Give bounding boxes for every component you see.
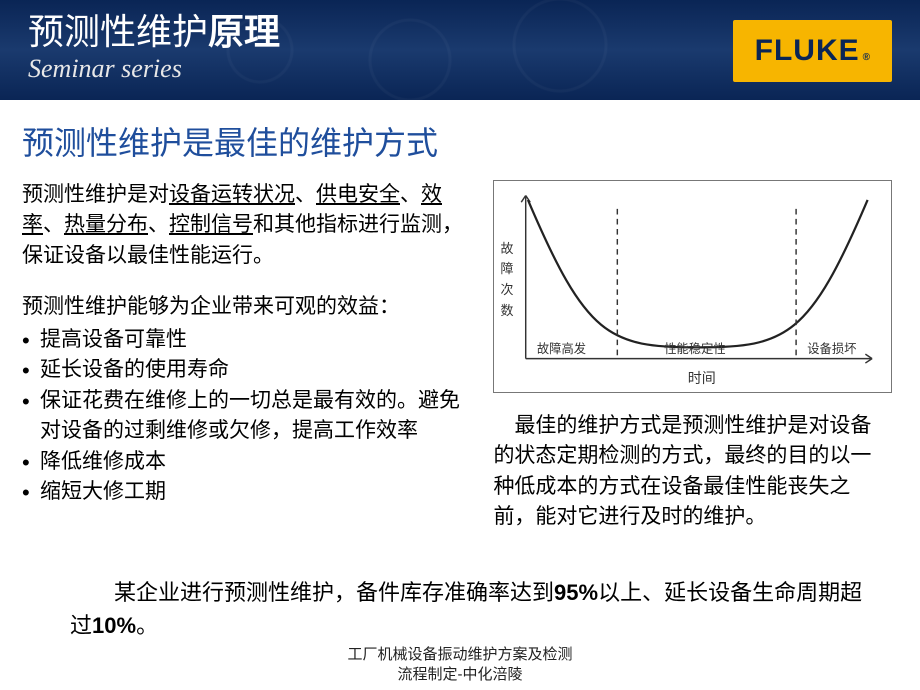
list-item: 保证花费在维修上的一切总是最有效的。避免对设备的过剩维修或欠修，提高工作效率: [22, 386, 471, 447]
header-title-block: 预测性维护原理 Seminar series: [28, 12, 280, 84]
slide-header: 预测性维护原理 Seminar series FLUKE ®: [0, 0, 920, 100]
brand-logo: FLUKE ®: [733, 20, 892, 82]
list-item: 缩短大修工期: [22, 477, 471, 507]
bathtub-curve-path: [528, 200, 868, 347]
slide-title: 预测性维护是最佳的维护方式: [22, 118, 892, 164]
intro-paragraph: 预测性维护是对设备运转状况、供电安全、效率、热量分布、控制信号和其他指标进行监测…: [22, 180, 471, 271]
series-title: 预测性维护原理: [28, 12, 280, 52]
series-title-part1: 预测性维护: [28, 11, 208, 52]
list-item: 延长设备的使用寿命: [22, 355, 471, 385]
brand-logo-text: FLUKE: [755, 34, 860, 68]
benefits-title: 预测性维护能够为企业带来可观的效益：: [22, 291, 471, 323]
chart-y-axis-label: 故 障 次 数: [500, 191, 513, 370]
chart-region-right: 设备损坏: [808, 342, 857, 356]
right-paragraph: 最佳的维护方式是预测性维护是对设备的状态定期检测的方式，最终的目的以一种低成本的…: [493, 411, 892, 533]
chart-region-middle: 性能稳定性: [665, 341, 726, 356]
series-subtitle: Seminar series: [28, 54, 280, 84]
bottom-stat: 某企业进行预测性维护，备件库存准确率达到95%以上、延长设备生命周期超过10%。: [70, 576, 870, 642]
benefits-list: 提高设备可靠性 延长设备的使用寿命 保证花费在维修上的一切总是最有效的。避免对设…: [22, 325, 471, 508]
list-item: 提高设备可靠性: [22, 325, 471, 355]
list-item: 降低维修成本: [22, 447, 471, 477]
brand-logo-registered-icon: ®: [863, 52, 870, 63]
chart-region-left: 故障高发: [537, 341, 586, 356]
footer-caption: 工厂机械设备振动维护方案及检测 流程制定-中化涪陵: [0, 645, 920, 684]
right-column: 故 障 次 数 故障高发: [493, 180, 892, 533]
series-title-part2: 原理: [208, 11, 280, 52]
left-column: 预测性维护是对设备运转状况、供电安全、效率、热量分布、控制信号和其他指标进行监测…: [22, 180, 471, 533]
bathtub-chart: 故 障 次 数 故障高发: [493, 180, 892, 393]
chart-x-axis-label: 时间: [500, 368, 877, 388]
bathtub-curve-svg: 故障高发 性能稳定性 设备损坏: [519, 191, 877, 370]
slide-body: 预测性维护是最佳的维护方式 预测性维护是对设备运转状况、供电安全、效率、热量分布…: [0, 100, 920, 533]
